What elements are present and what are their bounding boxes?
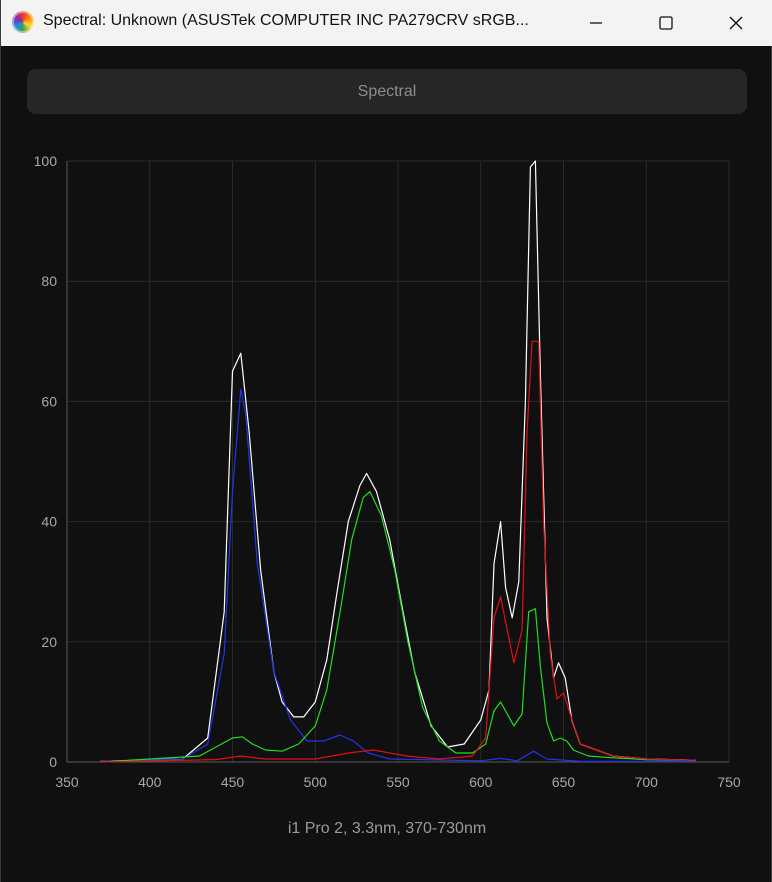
y-tick-label: 80 — [41, 273, 57, 289]
x-tick-label: 500 — [304, 774, 328, 790]
y-tick-label: 0 — [49, 754, 57, 770]
x-tick-label: 400 — [138, 774, 162, 790]
x-tick-label: 350 — [55, 774, 79, 790]
maximize-button[interactable] — [643, 0, 689, 46]
maximize-icon — [659, 16, 673, 30]
close-icon — [729, 16, 743, 30]
y-tick-label: 100 — [34, 153, 58, 169]
x-tick-label: 550 — [386, 774, 410, 790]
y-tick-label: 60 — [41, 393, 57, 409]
x-tick-label: 450 — [221, 774, 245, 790]
spectral-button[interactable]: Spectral — [27, 69, 747, 114]
x-tick-label: 650 — [552, 774, 576, 790]
x-tick-label: 700 — [635, 774, 659, 790]
series-line-1 — [100, 388, 696, 762]
x-tick-label: 600 — [469, 774, 493, 790]
x-tick-label: 750 — [717, 774, 741, 790]
calibration-app-icon — [12, 11, 34, 33]
y-tick-label: 40 — [41, 514, 57, 530]
minimize-icon — [590, 22, 602, 24]
instrument-label: i1 Pro 2, 3.3nm, 370-730nm — [287, 820, 487, 837]
title-bar[interactable]: Spectral: Unknown (ASUSTek COMPUTER INC … — [1, 0, 772, 46]
y-tick-label: 20 — [41, 634, 57, 650]
series-line-3 — [100, 340, 696, 763]
window-title: Spectral: Unknown (ASUSTek COMPUTER INC … — [43, 12, 529, 29]
spectral-chart: 350 400 450 500 550 600 650 700 750 0 20 40 60 80 100 — [34, 153, 741, 790]
minimize-button[interactable] — [573, 0, 619, 46]
series-line-2 — [100, 491, 696, 763]
close-button[interactable] — [713, 0, 759, 46]
series-line-0 — [100, 160, 696, 762]
